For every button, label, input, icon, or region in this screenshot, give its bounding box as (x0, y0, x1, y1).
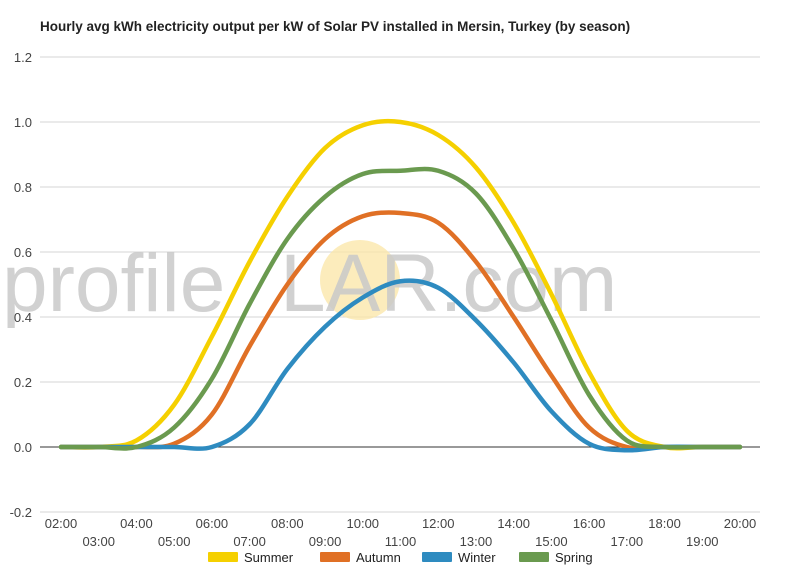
watermark-text: profileSLAR.com (2, 238, 617, 329)
legend-swatch (208, 552, 238, 562)
x-tick-label: 06:00 (196, 516, 229, 531)
series-lines (58, 118, 743, 453)
x-tick-label: 18:00 (648, 516, 681, 531)
y-tick-label: 1.2 (14, 50, 32, 65)
x-tick-label: 12:00 (422, 516, 455, 531)
x-tick-label: 03:00 (82, 534, 115, 549)
legend-label: Summer (244, 550, 294, 565)
x-tick-label: 14:00 (497, 516, 530, 531)
axes: -0.2 0.0 0.2 0.4 0.6 0.8 1.0 1.2 02:00 03:00 04:00… (10, 50, 760, 549)
x-tick-label: 07:00 (233, 534, 266, 549)
legend-label: Autumn (356, 550, 401, 565)
x-tick-label: 11:00 (385, 534, 417, 549)
x-tick-label: 13:00 (460, 534, 493, 549)
y-tick-label: 0.8 (14, 180, 32, 195)
watermark: profileSLAR.com (2, 238, 617, 329)
legend-label: Winter (458, 550, 496, 565)
series-line-autumn (58, 210, 743, 451)
x-tick-label: 04:00 (120, 516, 153, 531)
legend: Summer Autumn Winter Spring (208, 550, 593, 565)
series-line-winter (58, 278, 743, 453)
watermark-sun-icon (320, 240, 400, 320)
x-tick-label: 15:00 (535, 534, 568, 549)
watermark-part-1: profile (2, 238, 225, 329)
y-tick-label: 0.0 (14, 440, 32, 455)
legend-swatch (422, 552, 452, 562)
x-tick-label: 19:00 (686, 534, 719, 549)
x-tick-label: 17:00 (611, 534, 644, 549)
y-tick-label: 0.2 (14, 375, 32, 390)
y-tick-label: 0.6 (14, 245, 32, 260)
x-tick-label: 16:00 (573, 516, 606, 531)
y-tick-label: -0.2 (10, 505, 32, 520)
x-tick-label: 09:00 (309, 534, 342, 549)
x-tick-label: 20:00 (724, 516, 757, 531)
series-line-spring (58, 166, 743, 451)
legend-swatch (320, 552, 350, 562)
legend-item-winter[interactable]: Winter (422, 550, 496, 565)
chart-title: Hourly avg kWh electricity output per kW… (40, 19, 631, 34)
x-tick-label: 10:00 (347, 516, 380, 531)
x-tick-label: 05:00 (158, 534, 191, 549)
legend-item-summer[interactable]: Summer (208, 550, 294, 565)
watermark-part-3: LAR.com (280, 238, 617, 329)
x-tick-label: 08:00 (271, 516, 304, 531)
y-tick-label: 0.4 (14, 310, 32, 325)
legend-label: Spring (555, 550, 593, 565)
x-tick-label: 02:00 (45, 516, 78, 531)
series-line-summer (58, 118, 743, 451)
gridlines (40, 56, 760, 513)
y-tick-label: 1.0 (14, 115, 32, 130)
legend-item-autumn[interactable]: Autumn (320, 550, 401, 565)
legend-item-spring[interactable]: Spring (519, 550, 593, 565)
legend-swatch (519, 552, 549, 562)
